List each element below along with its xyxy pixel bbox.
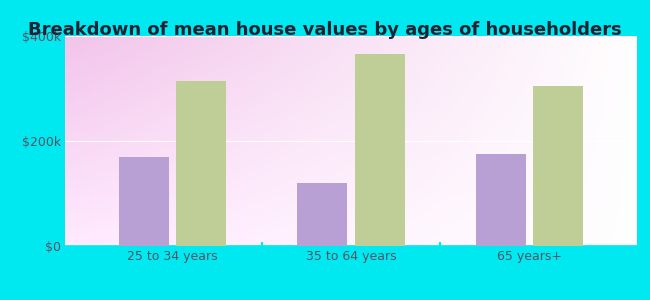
Bar — [476, 154, 526, 246]
Bar — [355, 54, 404, 246]
Bar — [534, 86, 584, 246]
Bar — [176, 81, 226, 246]
Bar — [298, 183, 347, 246]
Legend: Red Springs, North Carolina: Red Springs, North Carolina — [224, 296, 478, 300]
Text: Breakdown of mean house values by ages of householders: Breakdown of mean house values by ages o… — [28, 21, 622, 39]
Bar — [118, 157, 169, 246]
